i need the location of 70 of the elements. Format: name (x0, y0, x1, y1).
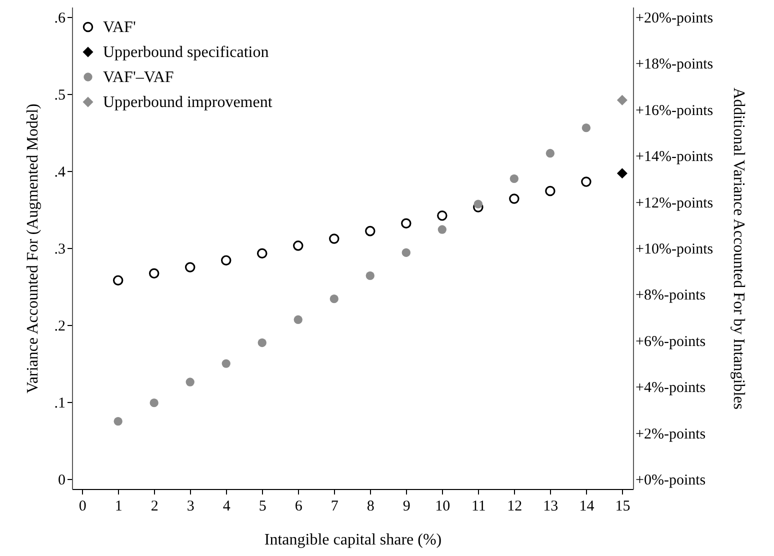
y-tick-label: .6 (54, 10, 66, 27)
point (114, 416, 122, 426)
point (329, 234, 340, 244)
y2-tick-label: +20%-points (636, 10, 714, 26)
x-tick-label: 8 (366, 498, 374, 514)
point (294, 315, 302, 324)
x-tick-label: 3 (186, 498, 194, 514)
y-tick-label: .1 (54, 395, 66, 412)
y-tick-label: .4 (54, 164, 66, 181)
x-tick-label: 9 (402, 498, 410, 514)
y-tick-label: .3 (54, 242, 66, 258)
point (616, 94, 628, 106)
point (509, 194, 520, 204)
y2-tick-label: +0%-points (636, 472, 706, 489)
x-tick-label: 11 (471, 498, 486, 514)
y2-tick-label: +2%-points (636, 426, 706, 442)
y-tick-label: 0 (58, 472, 66, 488)
point (256, 248, 268, 259)
point (582, 124, 591, 132)
point (510, 174, 519, 183)
point (293, 240, 304, 251)
point (401, 218, 412, 228)
x-tick-label: 0 (78, 498, 86, 514)
y2-tick-label: +10%-points (636, 242, 714, 258)
point (545, 186, 556, 196)
point (365, 226, 376, 236)
point (438, 225, 446, 234)
x-tick-label: 13 (543, 498, 558, 514)
x-tick-label: 14 (579, 498, 595, 514)
legend-label: VAF'–VAF (103, 69, 174, 86)
point (330, 294, 338, 304)
point (474, 200, 482, 208)
y2-tick-label: +4%-points (636, 380, 706, 396)
point (437, 210, 448, 221)
legend-label: Upperbound improvement (103, 94, 273, 111)
point (184, 262, 196, 272)
y2-tick-label: +14%-points (636, 149, 714, 166)
x-tick-label: 5 (258, 498, 266, 514)
point (220, 255, 232, 266)
point (616, 168, 628, 179)
y-tick-label: .5 (54, 88, 66, 104)
x-tick-label: 1 (114, 498, 122, 514)
legend-label: Upperbound specification (103, 44, 269, 61)
y2-tick-label: +18%-points (636, 56, 714, 73)
point (366, 271, 374, 280)
y2-tick-label: +8%-points (636, 288, 706, 304)
point (402, 248, 410, 257)
x-tick-label: 7 (330, 498, 339, 514)
y2-tick-label: +6%-points (636, 334, 706, 350)
y-tick-label: .2 (54, 318, 66, 334)
x-tick-label: 15 (615, 498, 630, 514)
x-tick-label: 4 (222, 498, 231, 514)
x-tick-label: 10 (435, 498, 450, 514)
y-axis-title: Variance Accounted For (Augmented Model) (24, 104, 42, 394)
y2-tick-label: +16%-points (636, 102, 714, 119)
point (150, 398, 158, 408)
point (222, 359, 230, 368)
y2-axis-title: Additional Variance Accounted For by Intangibles (730, 88, 748, 410)
point (581, 176, 592, 187)
x-tick-label: 6 (294, 498, 303, 514)
x-tick-label: 2 (150, 498, 158, 514)
point (258, 338, 266, 348)
point (112, 275, 124, 286)
y2-tick-label: +12%-points (636, 195, 714, 212)
point (186, 378, 194, 386)
x-axis-title: Intangible capital share (%) (264, 532, 442, 548)
legend-label: VAF' (103, 19, 136, 36)
point (148, 268, 160, 279)
point (546, 148, 555, 158)
x-tick-label: 12 (507, 498, 522, 514)
